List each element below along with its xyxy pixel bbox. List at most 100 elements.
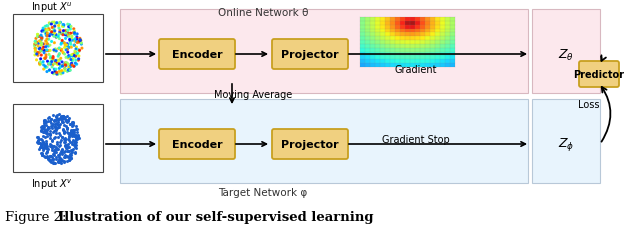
- Point: [53, 119, 63, 123]
- Polygon shape: [430, 29, 435, 33]
- Polygon shape: [365, 29, 370, 33]
- Point: [39, 155, 49, 158]
- Point: [35, 61, 45, 64]
- Point: [42, 154, 52, 158]
- Point: [40, 136, 50, 140]
- Polygon shape: [410, 49, 415, 52]
- Point: [49, 120, 60, 123]
- Point: [53, 161, 63, 164]
- Polygon shape: [420, 37, 425, 41]
- Point: [63, 137, 73, 141]
- Point: [40, 120, 50, 124]
- Polygon shape: [390, 41, 395, 45]
- Polygon shape: [405, 18, 410, 22]
- Point: [69, 143, 79, 147]
- Point: [63, 29, 73, 33]
- Polygon shape: [425, 41, 430, 45]
- Point: [54, 159, 65, 163]
- Point: [63, 120, 74, 124]
- Polygon shape: [425, 29, 430, 33]
- Point: [54, 123, 64, 127]
- Polygon shape: [445, 56, 450, 60]
- Polygon shape: [375, 26, 380, 29]
- Polygon shape: [390, 49, 395, 52]
- Point: [67, 148, 77, 152]
- Polygon shape: [370, 22, 375, 26]
- Point: [49, 71, 60, 75]
- Point: [70, 135, 80, 138]
- Point: [63, 156, 73, 159]
- Point: [48, 161, 58, 164]
- FancyBboxPatch shape: [159, 40, 235, 70]
- Point: [35, 40, 45, 44]
- Polygon shape: [360, 45, 365, 49]
- Point: [58, 32, 68, 36]
- Point: [45, 159, 56, 162]
- Point: [60, 136, 70, 140]
- Polygon shape: [410, 29, 415, 33]
- Point: [34, 48, 44, 51]
- Point: [74, 55, 84, 58]
- Point: [33, 43, 44, 46]
- Polygon shape: [415, 45, 420, 49]
- Point: [58, 130, 68, 134]
- Point: [61, 64, 71, 68]
- Point: [51, 34, 61, 37]
- Point: [47, 131, 58, 135]
- Point: [50, 119, 60, 122]
- Point: [77, 47, 87, 51]
- Point: [38, 142, 48, 146]
- Point: [45, 144, 56, 148]
- Point: [36, 39, 46, 43]
- Point: [45, 56, 56, 59]
- Point: [36, 128, 47, 132]
- Point: [36, 62, 46, 66]
- Polygon shape: [440, 45, 445, 49]
- Point: [68, 121, 78, 124]
- Point: [44, 115, 54, 119]
- Text: $Z_\phi$: $Z_\phi$: [558, 136, 574, 153]
- Polygon shape: [425, 26, 430, 29]
- Point: [65, 28, 76, 32]
- Point: [50, 123, 60, 127]
- Point: [47, 155, 58, 159]
- Point: [75, 39, 85, 42]
- Point: [62, 33, 72, 36]
- Polygon shape: [420, 56, 425, 60]
- Point: [51, 127, 61, 130]
- Point: [33, 138, 43, 142]
- Point: [42, 35, 52, 38]
- Polygon shape: [445, 26, 450, 29]
- Point: [38, 122, 49, 125]
- Polygon shape: [425, 45, 430, 49]
- Point: [72, 137, 82, 140]
- Point: [47, 61, 57, 64]
- Point: [33, 51, 43, 55]
- Point: [45, 44, 55, 48]
- Point: [67, 135, 77, 139]
- Point: [37, 43, 47, 46]
- Point: [35, 63, 45, 66]
- Point: [48, 114, 58, 117]
- Point: [52, 73, 62, 76]
- Point: [39, 30, 49, 34]
- Polygon shape: [395, 22, 400, 26]
- Point: [42, 25, 52, 28]
- Point: [61, 124, 72, 128]
- Polygon shape: [450, 49, 455, 52]
- Point: [67, 149, 77, 153]
- Point: [42, 117, 52, 120]
- Polygon shape: [445, 18, 450, 22]
- Point: [49, 32, 60, 36]
- Point: [58, 117, 68, 121]
- Point: [59, 63, 69, 67]
- Polygon shape: [415, 56, 420, 60]
- Polygon shape: [435, 64, 440, 68]
- Point: [47, 72, 58, 75]
- Point: [54, 131, 64, 135]
- Point: [69, 54, 79, 58]
- Polygon shape: [435, 60, 440, 64]
- Point: [47, 40, 57, 44]
- Polygon shape: [380, 22, 385, 26]
- Point: [34, 52, 44, 55]
